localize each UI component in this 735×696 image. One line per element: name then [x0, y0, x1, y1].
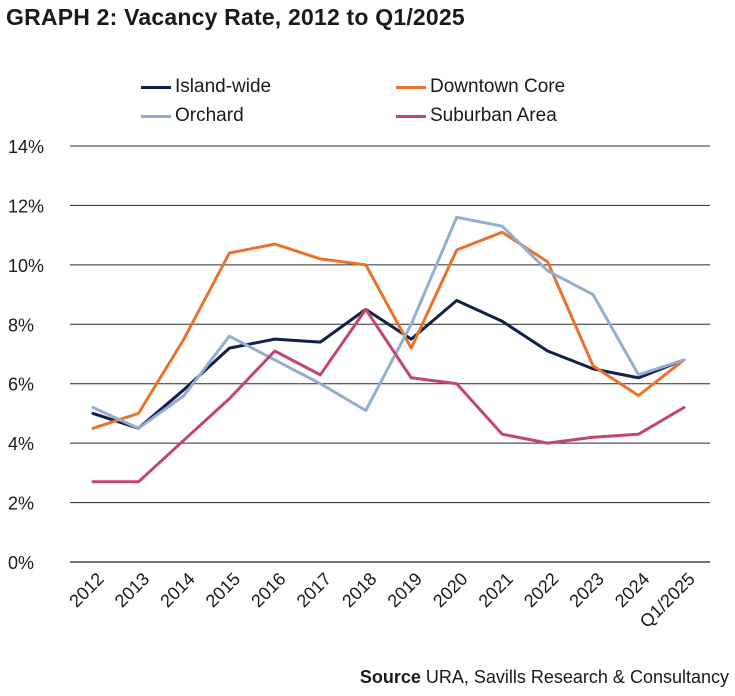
- x-tick-label: 2021: [475, 569, 517, 611]
- source-note: Source URA, Savills Research & Consultan…: [360, 667, 729, 688]
- x-tick-label: 2019: [384, 569, 426, 611]
- x-tick-label: 2024: [611, 569, 653, 611]
- chart-title: GRAPH 2: Vacancy Rate, 2012 to Q1/2025: [6, 4, 465, 30]
- legend-label: Downtown Core: [430, 76, 566, 97]
- series-line-downtown-core: [91, 230, 686, 430]
- x-tick-label: 2014: [156, 569, 198, 611]
- legend-label: Suburban Area: [430, 105, 557, 126]
- y-tick-label: 14%: [8, 137, 44, 157]
- legend-item-orchard: Orchard: [141, 105, 244, 127]
- series-line-island-wide: [91, 299, 686, 430]
- x-tick-label: 2012: [65, 569, 107, 611]
- series-line-suburban-area: [91, 307, 686, 484]
- x-tick-label: 2022: [520, 569, 562, 611]
- legend-item-suburban-area: Suburban Area: [396, 105, 557, 127]
- legend-item-downtown-core: Downtown Core: [396, 76, 565, 98]
- legend-swatch: [141, 114, 171, 118]
- y-tick-label: 2%: [8, 494, 34, 514]
- y-tick-label: 4%: [8, 434, 34, 454]
- y-tick-label: 0%: [8, 553, 34, 573]
- x-tick-label: 2015: [202, 569, 244, 611]
- legend-swatch: [141, 85, 171, 89]
- legend-item-island-wide: Island-wide: [141, 76, 271, 98]
- legend-swatch: [396, 114, 426, 118]
- series-line-orchard: [91, 215, 686, 430]
- legend-swatch: [396, 85, 426, 89]
- source-label: Source: [359, 667, 421, 687]
- y-tick-label: 8%: [8, 315, 34, 335]
- x-tick-label: 2018: [338, 569, 380, 611]
- x-tick-label: 2013: [111, 569, 153, 611]
- legend-label: Orchard: [175, 105, 244, 126]
- x-tick-label: 2023: [565, 569, 607, 611]
- y-tick-label: 12%: [8, 196, 44, 216]
- source-text: URA, Savills Research & Consultancy: [425, 667, 729, 687]
- legend-label: Island-wide: [175, 76, 272, 97]
- x-tick-label: 2020: [429, 569, 471, 611]
- x-tick-label: 2017: [293, 569, 335, 611]
- y-tick-label: 6%: [8, 375, 34, 395]
- y-tick-label: 10%: [8, 256, 44, 276]
- x-tick-label: 2016: [247, 569, 289, 611]
